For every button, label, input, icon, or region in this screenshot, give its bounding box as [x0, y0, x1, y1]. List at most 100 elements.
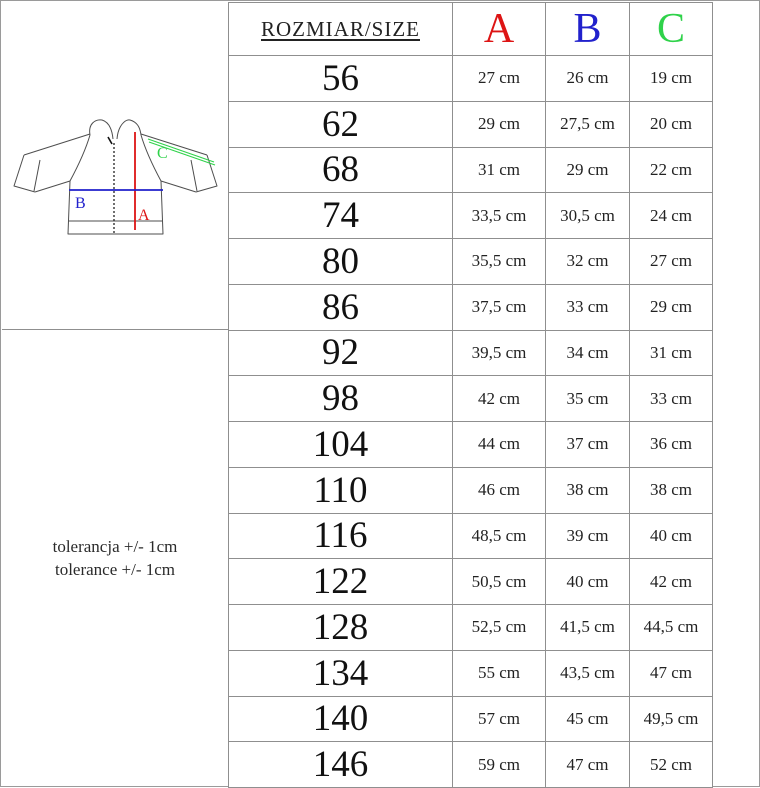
a-value-cell: 31 cm [452, 146, 546, 194]
b-value-cell: 35 cm [545, 375, 630, 422]
size-table-row: 140 57 cm 45 cm 49,5 cm [228, 695, 713, 743]
c-value-cell: 36 cm [629, 421, 713, 468]
b-value-cell: 39 cm [545, 512, 630, 560]
size-table-row: 80 35,5 cm 32 cm 27 cm [228, 238, 713, 285]
size-table-row: 146 59 cm 47 cm 52 cm [228, 741, 713, 788]
size-table-row: 134 55 cm 43,5 cm 47 cm [228, 649, 713, 697]
size-cell: 62 [228, 100, 453, 148]
size-table-row: 74 33,5 cm 30,5 cm 24 cm [228, 192, 713, 239]
a-value-cell: 35,5 cm [452, 238, 546, 285]
size-table-row: 122 50,5 cm 40 cm 42 cm [228, 558, 713, 605]
column-header-b: B [545, 2, 630, 56]
a-value-cell: 46 cm [452, 466, 546, 514]
b-value-cell: 27,5 cm [545, 100, 630, 148]
b-value-cell: 26 cm [545, 55, 630, 102]
c-value-cell: 22 cm [629, 146, 713, 194]
column-header-a: A [452, 2, 546, 56]
size-cell: 128 [228, 604, 453, 651]
tolerance-line-pl: tolerancja +/- 1cm [52, 537, 178, 557]
b-value-cell: 29 cm [545, 146, 630, 194]
left-panel: B A C tolerancja +/- 1cm tolerance +/- 1… [2, 2, 228, 787]
diagram-label-c: C [157, 145, 168, 162]
size-cell: 86 [228, 283, 453, 331]
size-cell: 98 [228, 375, 453, 422]
size-table-row: 110 46 cm 38 cm 38 cm [228, 466, 713, 514]
b-value-cell: 32 cm [545, 238, 630, 285]
column-header-c: C [629, 2, 713, 56]
diagram-label-a: A [138, 207, 150, 224]
size-cell: 140 [228, 695, 453, 743]
b-value-cell: 38 cm [545, 466, 630, 514]
jacket-diagram-cell: B A C [2, 2, 228, 330]
a-value-cell: 48,5 cm [452, 512, 546, 560]
size-table-row: 92 39,5 cm 34 cm 31 cm [228, 329, 713, 377]
tolerance-line-en: tolerance +/- 1cm [54, 560, 176, 580]
size-cell: 104 [228, 421, 453, 468]
size-cell: 80 [228, 238, 453, 285]
size-cell: 116 [228, 512, 453, 560]
size-cell: 92 [228, 329, 453, 377]
size-table-row: 104 44 cm 37 cm 36 cm [228, 421, 713, 468]
c-value-cell: 47 cm [629, 649, 713, 697]
jacket-diagram: B A C [13, 119, 217, 235]
c-value-cell: 27 cm [629, 238, 713, 285]
b-value-cell: 40 cm [545, 558, 630, 605]
size-column-header: ROZMIAR/SIZE [228, 2, 453, 56]
size-table-row: 68 31 cm 29 cm 22 cm [228, 146, 713, 194]
c-value-cell: 40 cm [629, 512, 713, 560]
c-value-cell: 42 cm [629, 558, 713, 605]
c-value-cell: 49,5 cm [629, 695, 713, 743]
b-value-cell: 34 cm [545, 329, 630, 377]
size-table-row: 62 29 cm 27,5 cm 20 cm [228, 100, 713, 148]
measurement-line-c [147, 138, 215, 166]
b-value-cell: 37 cm [545, 421, 630, 468]
c-value-cell: 38 cm [629, 466, 713, 514]
a-value-cell: 29 cm [452, 100, 546, 148]
size-table-row: 86 37,5 cm 33 cm 29 cm [228, 283, 713, 331]
a-value-cell: 57 cm [452, 695, 546, 743]
a-value-cell: 59 cm [452, 741, 546, 788]
diagram-label-b: B [75, 195, 86, 212]
b-value-cell: 41,5 cm [545, 604, 630, 651]
jacket-outline [13, 119, 217, 235]
size-cell: 122 [228, 558, 453, 605]
size-table-row: 98 42 cm 35 cm 33 cm [228, 375, 713, 422]
size-cell: 110 [228, 466, 453, 514]
size-cell: 68 [228, 146, 453, 194]
a-value-cell: 33,5 cm [452, 192, 546, 239]
size-table: ROZMIAR/SIZE A B C 56 27 cm 26 cm 19 cm … [228, 2, 713, 788]
a-value-cell: 42 cm [452, 375, 546, 422]
b-value-cell: 33 cm [545, 283, 630, 331]
size-cell: 56 [228, 55, 453, 102]
c-value-cell: 19 cm [629, 55, 713, 102]
a-value-cell: 52,5 cm [452, 604, 546, 651]
c-value-cell: 31 cm [629, 329, 713, 377]
size-table-body: 56 27 cm 26 cm 19 cm 62 29 cm 27,5 cm 20… [228, 55, 713, 788]
c-value-cell: 29 cm [629, 283, 713, 331]
a-value-cell: 50,5 cm [452, 558, 546, 605]
c-value-cell: 20 cm [629, 100, 713, 148]
size-cell: 146 [228, 741, 453, 788]
a-value-cell: 37,5 cm [452, 283, 546, 331]
a-value-cell: 27 cm [452, 55, 546, 102]
b-value-cell: 47 cm [545, 741, 630, 788]
b-value-cell: 45 cm [545, 695, 630, 743]
size-table-row: 128 52,5 cm 41,5 cm 44,5 cm [228, 604, 713, 651]
table-header-row: ROZMIAR/SIZE A B C [228, 2, 713, 56]
a-value-cell: 44 cm [452, 421, 546, 468]
tolerance-note: tolerancja +/- 1cm tolerance +/- 1cm [2, 330, 228, 788]
size-cell: 74 [228, 192, 453, 239]
b-value-cell: 43,5 cm [545, 649, 630, 697]
c-value-cell: 52 cm [629, 741, 713, 788]
size-table-row: 56 27 cm 26 cm 19 cm [228, 55, 713, 102]
zipper-pull-icon [106, 136, 113, 145]
size-cell: 134 [228, 649, 453, 697]
c-value-cell: 44,5 cm [629, 604, 713, 651]
a-value-cell: 39,5 cm [452, 329, 546, 377]
a-value-cell: 55 cm [452, 649, 546, 697]
b-value-cell: 30,5 cm [545, 192, 630, 239]
c-value-cell: 24 cm [629, 192, 713, 239]
size-table-row: 116 48,5 cm 39 cm 40 cm [228, 512, 713, 560]
c-value-cell: 33 cm [629, 375, 713, 422]
